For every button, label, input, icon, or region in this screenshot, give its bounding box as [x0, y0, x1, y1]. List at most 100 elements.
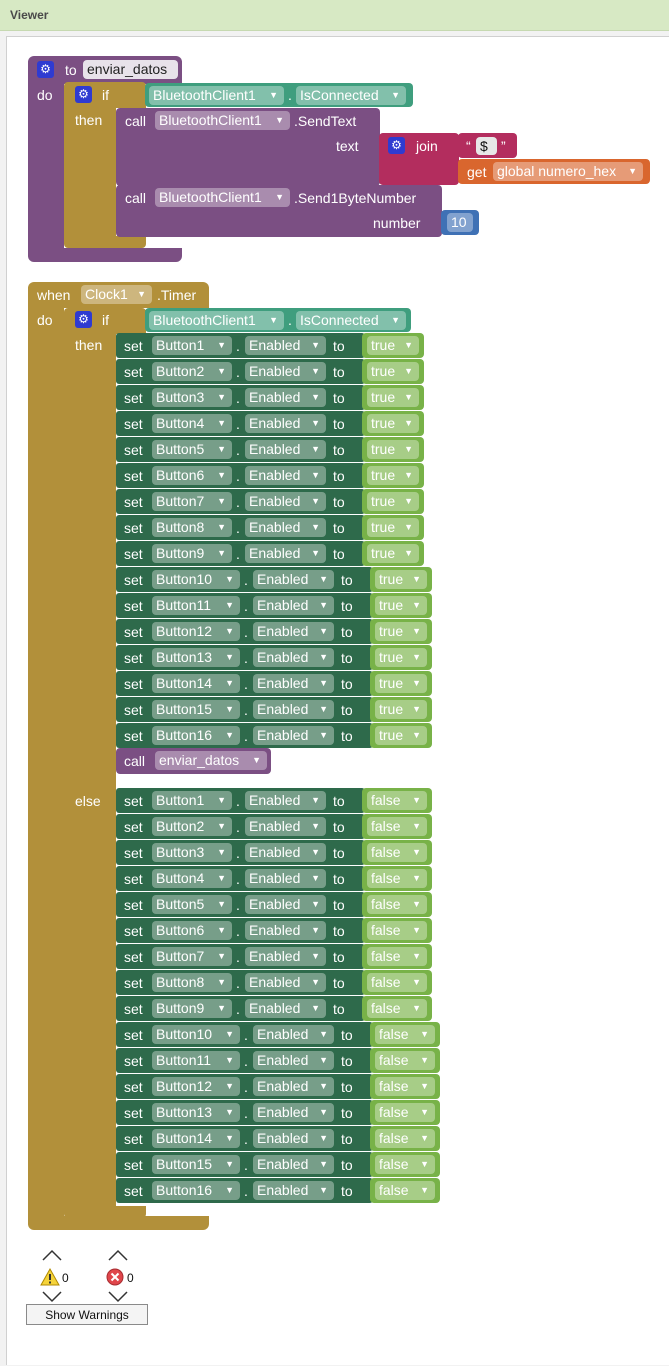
property-dropdown[interactable]: Enabled ▼ — [245, 947, 326, 966]
setter-block[interactable] — [116, 788, 365, 813]
setter-block[interactable] — [116, 567, 373, 592]
setter-block[interactable] — [116, 359, 365, 384]
property-dropdown[interactable]: IsConnected ▼ — [296, 86, 406, 105]
component-dropdown[interactable]: Button6 ▼ — [152, 921, 232, 940]
setter-block[interactable] — [116, 671, 373, 696]
property-dropdown[interactable]: Enabled ▼ — [245, 388, 326, 407]
setter-block[interactable] — [116, 918, 365, 943]
logic-block[interactable] — [370, 723, 432, 748]
logic-value-dropdown[interactable]: true ▼ — [367, 336, 419, 355]
logic-value-dropdown[interactable]: true ▼ — [367, 544, 419, 563]
property-dropdown[interactable]: Enabled ▼ — [245, 921, 326, 940]
component-dropdown[interactable]: BluetoothClient1 ▼ — [149, 311, 284, 330]
property-dropdown[interactable]: Enabled ▼ — [253, 700, 334, 719]
setter-block[interactable] — [116, 723, 373, 748]
logic-value-dropdown[interactable]: true ▼ — [375, 726, 427, 745]
property-dropdown[interactable]: Enabled ▼ — [245, 843, 326, 862]
logic-block[interactable] — [370, 619, 432, 644]
logic-block[interactable] — [362, 814, 432, 839]
property-dropdown[interactable]: Enabled ▼ — [253, 596, 334, 615]
property-dropdown[interactable]: Enabled ▼ — [253, 1077, 334, 1096]
logic-block[interactable] — [370, 1048, 440, 1073]
logic-block[interactable] — [370, 1022, 440, 1047]
logic-block[interactable] — [362, 866, 432, 891]
logic-value-dropdown[interactable]: false ▼ — [367, 843, 427, 862]
logic-block[interactable] — [370, 1152, 440, 1177]
setter-block[interactable] — [116, 892, 365, 917]
property-dropdown[interactable]: Enabled ▼ — [253, 570, 334, 589]
gear-icon[interactable]: ⚙ — [37, 61, 54, 78]
component-dropdown[interactable]: Button16 ▼ — [152, 1181, 240, 1200]
component-dropdown[interactable]: Button8 ▼ — [152, 518, 232, 537]
setter-block[interactable] — [116, 1126, 373, 1151]
procedure-name-field[interactable]: enviar_datos — [83, 60, 178, 79]
property-dropdown[interactable]: Enabled ▼ — [245, 362, 326, 381]
component-dropdown[interactable]: Button13 ▼ — [152, 1103, 240, 1122]
logic-value-dropdown[interactable]: true ▼ — [375, 622, 427, 641]
logic-value-dropdown[interactable]: false ▼ — [375, 1129, 435, 1148]
logic-block[interactable] — [362, 541, 424, 566]
logic-block[interactable] — [362, 970, 432, 995]
logic-block[interactable] — [370, 593, 432, 618]
property-dropdown[interactable]: Enabled ▼ — [253, 1181, 334, 1200]
setter-block[interactable] — [116, 1100, 373, 1125]
logic-block[interactable] — [362, 489, 424, 514]
number-value[interactable]: 10 — [447, 213, 473, 232]
logic-value-dropdown[interactable]: false ▼ — [367, 999, 427, 1018]
logic-value-dropdown[interactable]: false ▼ — [367, 921, 427, 940]
logic-block[interactable] — [362, 385, 424, 410]
property-dropdown[interactable]: Enabled ▼ — [245, 336, 326, 355]
logic-value-dropdown[interactable]: true ▼ — [367, 518, 419, 537]
component-dropdown[interactable]: Button12 ▼ — [152, 1077, 240, 1096]
logic-block[interactable] — [370, 1126, 440, 1151]
logic-block[interactable] — [370, 567, 432, 592]
component-dropdown[interactable]: Button13 ▼ — [152, 648, 240, 667]
component-dropdown[interactable]: Button2 ▼ — [152, 817, 232, 836]
component-dropdown[interactable]: Button5 ▼ — [152, 895, 232, 914]
logic-block[interactable] — [370, 671, 432, 696]
setter-block[interactable] — [116, 437, 365, 462]
logic-block[interactable] — [370, 645, 432, 670]
setter-block[interactable] — [116, 489, 365, 514]
component-dropdown[interactable]: Button4 ▼ — [152, 414, 232, 433]
component-dropdown[interactable]: Button3 ▼ — [152, 843, 232, 862]
gear-icon[interactable]: ⚙ — [388, 137, 405, 154]
setter-block[interactable] — [116, 593, 373, 618]
property-dropdown[interactable]: Enabled ▼ — [253, 1155, 334, 1174]
string-value[interactable]: $ — [476, 137, 497, 155]
setter-block[interactable] — [116, 411, 365, 436]
logic-value-dropdown[interactable]: true ▼ — [375, 596, 427, 615]
logic-value-dropdown[interactable]: false ▼ — [375, 1103, 435, 1122]
property-dropdown[interactable]: Enabled ▼ — [245, 518, 326, 537]
logic-block[interactable] — [362, 333, 424, 358]
logic-value-dropdown[interactable]: false ▼ — [367, 947, 427, 966]
component-dropdown[interactable]: Button14 ▼ — [152, 674, 240, 693]
property-dropdown[interactable]: Enabled ▼ — [245, 466, 326, 485]
logic-value-dropdown[interactable]: false ▼ — [367, 791, 427, 810]
component-dropdown[interactable]: Button1 ▼ — [152, 791, 232, 810]
logic-value-dropdown[interactable]: true ▼ — [375, 674, 427, 693]
component-dropdown[interactable]: Button1 ▼ — [152, 336, 232, 355]
property-dropdown[interactable]: Enabled ▼ — [253, 1103, 334, 1122]
logic-value-dropdown[interactable]: false ▼ — [367, 973, 427, 992]
call-sendtext-block[interactable] — [116, 108, 380, 134]
logic-block[interactable] — [362, 892, 432, 917]
component-dropdown[interactable]: Button5 ▼ — [152, 440, 232, 459]
component-dropdown[interactable]: Button4 ▼ — [152, 869, 232, 888]
logic-block[interactable] — [362, 840, 432, 865]
logic-value-dropdown[interactable]: false ▼ — [367, 869, 427, 888]
property-dropdown[interactable]: Enabled ▼ — [245, 492, 326, 511]
setter-block[interactable] — [116, 463, 365, 488]
component-dropdown[interactable]: BluetoothClient1 ▼ — [155, 111, 290, 130]
logic-block[interactable] — [362, 437, 424, 462]
setter-block[interactable] — [116, 866, 365, 891]
property-dropdown[interactable]: Enabled ▼ — [253, 1129, 334, 1148]
logic-value-dropdown[interactable]: true ▼ — [367, 466, 419, 485]
call-procedure-block[interactable] — [116, 748, 271, 774]
logic-value-dropdown[interactable]: false ▼ — [367, 895, 427, 914]
logic-value-dropdown[interactable]: true ▼ — [367, 492, 419, 511]
get-variable-block[interactable] — [458, 159, 650, 184]
setter-block[interactable] — [116, 385, 365, 410]
gear-icon[interactable]: ⚙ — [75, 86, 92, 103]
setter-block[interactable] — [116, 840, 365, 865]
